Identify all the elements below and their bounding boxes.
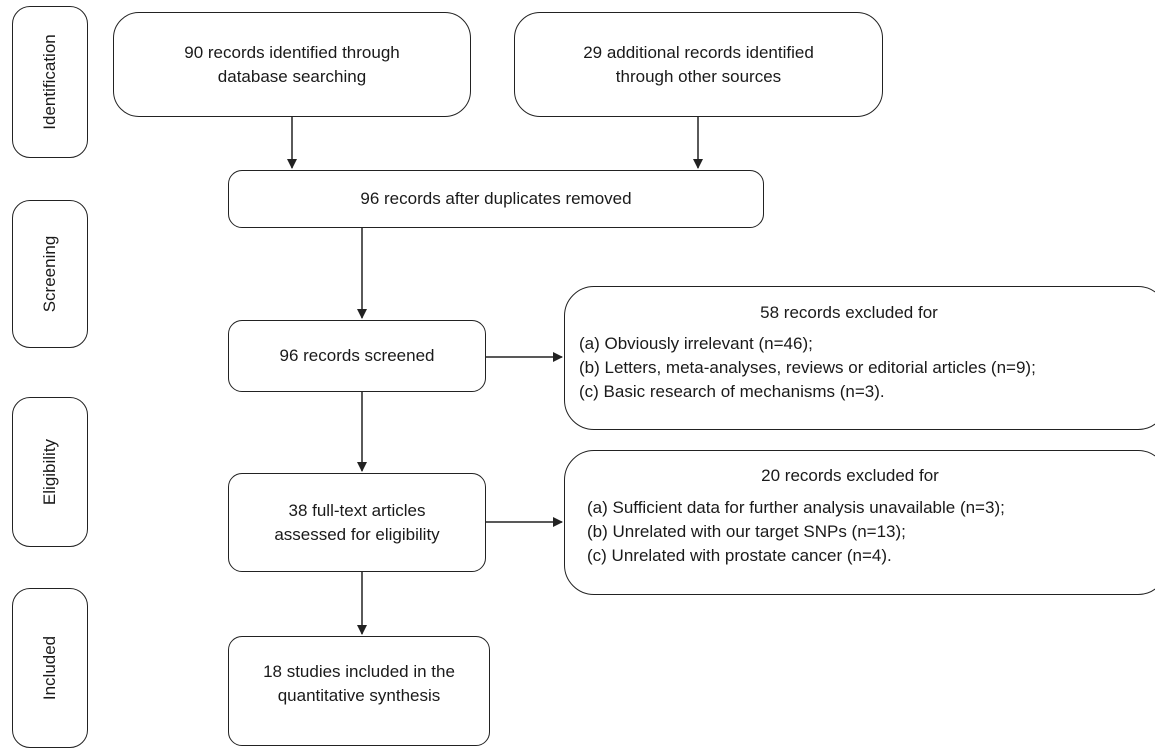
eligibility-exclusion-item: (b) Unrelated with our target SNPs (n=13…: [587, 522, 906, 541]
stage-identification: Identification: [12, 6, 88, 158]
screened-text: 96 records screened: [279, 346, 435, 365]
other-sources-line1: 29 additional records identified: [583, 42, 814, 62]
included-studies-line2: quantitative synthesis: [277, 686, 441, 705]
other-sources-box: 29 additional records identified through…: [514, 12, 883, 117]
screening-exclusion-box: 58 records excluded for (a) Obviously ir…: [564, 286, 1155, 430]
stage-eligibility: Eligibility: [12, 397, 88, 547]
duplicates-removed-box: 96 records after duplicates removed: [228, 170, 764, 228]
screening-exclusion-item: (a) Obviously irrelevant (n=46);: [579, 334, 813, 353]
screening-exclusion-title: 58 records excluded for: [760, 303, 938, 322]
flow-arrows: [287, 117, 703, 635]
stage-screening: Screening: [12, 200, 88, 348]
database-records-line2: database searching: [217, 66, 367, 86]
screening-exclusion-item: (b) Letters, meta-analyses, reviews or e…: [579, 358, 1036, 377]
full-text-line1: 38 full-text articles: [288, 500, 426, 520]
database-records-line1: 90 records identified through: [184, 42, 400, 62]
included-studies-line1: 18 studies included in the: [263, 662, 455, 681]
eligibility-exclusion-item: (a) Sufficient data for further analysis…: [587, 498, 1005, 517]
eligibility-exclusion-box: 20 records excluded for (a) Sufficient d…: [564, 450, 1155, 595]
screening-exclusion-item: (c) Basic research of mechanisms (n=3).: [579, 382, 885, 401]
stage-included: Included: [12, 588, 88, 748]
included-studies-box: 18 studies included in the quantitative …: [228, 636, 490, 746]
database-records-box: 90 records identified through database s…: [113, 12, 471, 117]
full-text-line2: assessed for eligibility: [274, 524, 440, 544]
eligibility-exclusion-title: 20 records excluded for: [761, 466, 939, 485]
eligibility-exclusion-item: (c) Unrelated with prostate cancer (n=4)…: [587, 546, 892, 565]
screened-box: 96 records screened: [228, 320, 486, 392]
other-sources-line2: through other sources: [615, 66, 782, 86]
duplicates-removed-text: 96 records after duplicates removed: [360, 189, 632, 208]
full-text-box: 38 full-text articles assessed for eligi…: [228, 473, 486, 572]
